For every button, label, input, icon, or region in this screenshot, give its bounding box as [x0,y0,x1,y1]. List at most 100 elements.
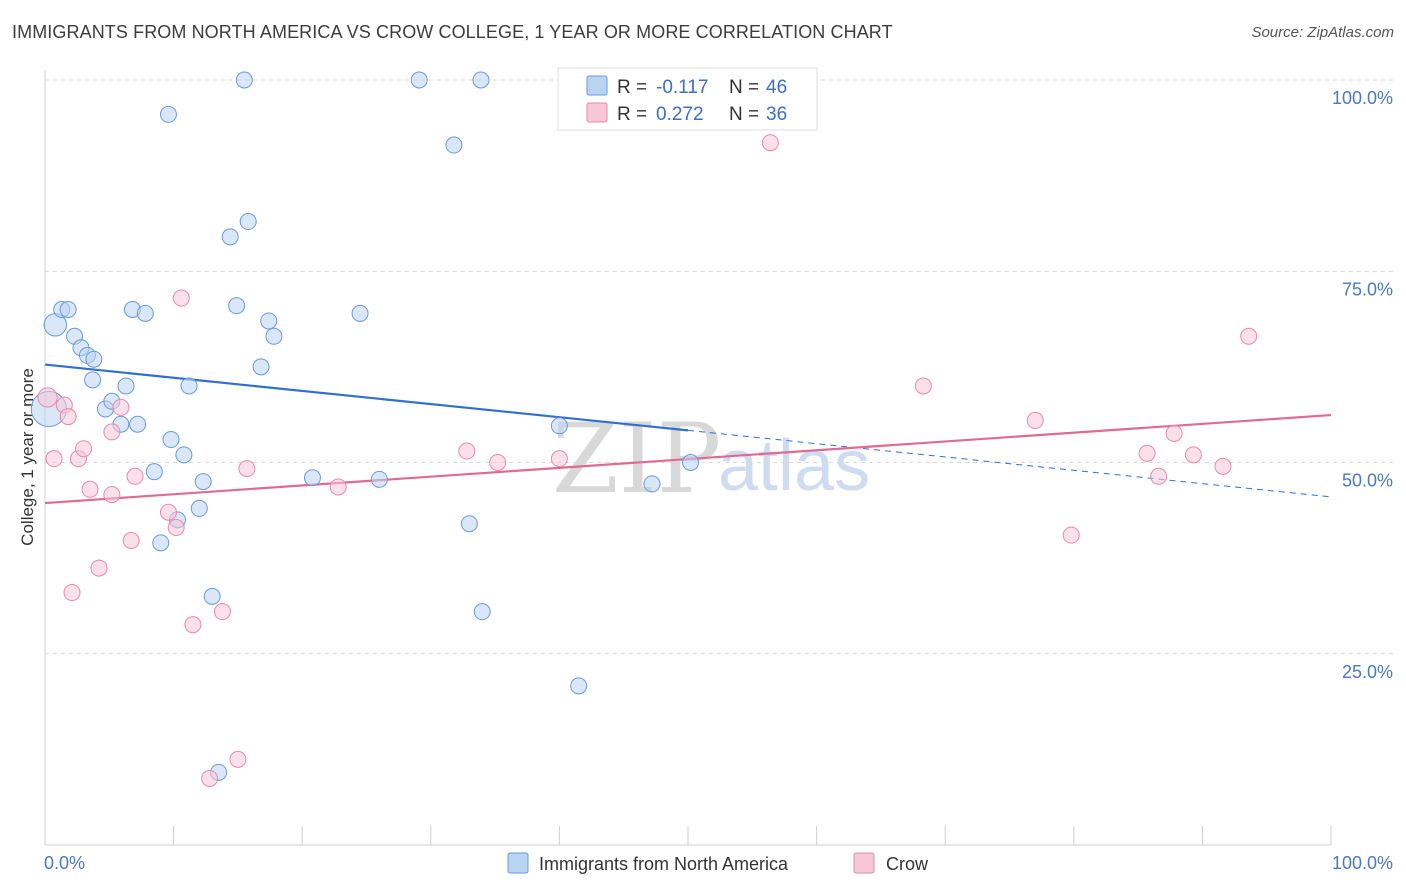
legend-swatch-blue [586,75,608,96]
point-immigrants [84,371,102,389]
y-tick-label-25: 25.0% [1342,662,1393,682]
point-crow [37,387,58,408]
point-crow [90,559,108,577]
bottom-legend-swatch-blue [507,852,529,874]
x-ticks [44,826,1332,845]
x-tick-label-max: 100.0% [1332,853,1393,873]
point-crow [184,616,202,634]
point-crow [914,377,932,395]
point-immigrants [260,312,278,330]
point-crow [1165,424,1183,442]
point-crow [213,603,231,621]
legend-swatch-pink [586,102,608,123]
point-crow [122,532,140,550]
legend-pink-r-value: 0.272 [656,104,704,125]
point-immigrants [159,105,177,123]
point-crow [1026,411,1044,429]
point-crow [159,503,177,521]
bottom-legend-label-pink: Crow [886,854,929,874]
point-crow [126,467,144,485]
point-immigrants [145,463,163,481]
point-crow [112,398,130,416]
chart-title: IMMIGRANTS FROM NORTH AMERICA VS CROW CO… [12,22,893,42]
point-crow [167,519,185,537]
legend: R = -0.117 N = 46 R = 0.272 N = 36 [557,67,818,131]
point-crow [75,440,93,458]
point-crow [458,442,476,460]
point-crow [1150,467,1168,485]
point-immigrants [550,417,568,435]
point-crow [761,134,779,152]
bottom-legend: Immigrants from North America Crow [507,852,929,874]
point-crow [45,450,63,468]
trend-line-immigrants-extension [687,429,1332,498]
point-immigrants [203,587,221,605]
y-axis-title: College, 1 year or more [18,368,37,546]
point-immigrants [570,677,588,695]
point-immigrants [643,475,661,493]
point-immigrants [473,603,491,621]
y-tick-label-50: 50.0% [1342,471,1393,491]
point-crow [1214,457,1232,475]
point-crow [103,486,121,504]
point-crow [103,423,121,441]
point-crow [81,480,99,498]
y-tick-labels: 25.0% 50.0% 75.0% 100.0% [1332,88,1393,682]
gridlines [45,79,1393,655]
legend-blue-n-label: N = [729,77,759,98]
point-immigrants [85,350,103,368]
point-immigrants [252,358,270,376]
point-crow [229,750,247,768]
legend-pink-n-label: N = [729,104,759,125]
legend-blue-r-value: -0.117 [656,77,708,98]
point-immigrants [228,297,246,315]
bottom-legend-label-blue: Immigrants from North America [539,854,789,874]
series-crow-points [37,134,1258,787]
point-crow [329,478,347,496]
point-crow [489,454,507,471]
point-immigrants [180,377,198,395]
point-crow [550,450,568,468]
legend-blue-r-label: R = [617,77,647,98]
point-immigrants [59,301,77,318]
point-crow [201,769,219,787]
point-crow [1184,446,1202,464]
point-immigrants [129,415,147,433]
legend-pink-r-label: R = [617,104,647,125]
point-immigrants [117,377,135,395]
point-crow [172,289,190,307]
point-immigrants [410,71,428,89]
point-crow [59,408,77,426]
point-crow [1062,526,1080,544]
y-tick-label-100: 100.0% [1332,88,1393,108]
point-immigrants [190,499,208,517]
watermark-atlas: atlas [718,426,870,506]
point-immigrants [682,454,700,471]
point-immigrants [370,470,388,488]
point-immigrants [472,71,490,89]
point-immigrants [152,534,170,552]
point-immigrants [445,136,463,154]
point-immigrants [162,431,180,449]
point-immigrants [460,515,478,533]
point-crow [238,460,256,478]
series-immigrants-points [30,71,700,781]
point-immigrants [235,71,253,89]
point-immigrants [239,213,257,231]
trend-line-immigrants [44,363,689,432]
point-crow [1240,327,1258,345]
point-immigrants [265,327,283,345]
point-immigrants [136,304,154,322]
point-immigrants [351,304,369,322]
y-tick-label-75: 75.0% [1342,279,1393,299]
point-immigrants [175,446,193,464]
point-crow [63,584,81,602]
bottom-legend-swatch-pink [853,852,875,874]
x-tick-label-min: 0.0% [44,853,85,873]
source-label: Source: ZipAtlas.com [1251,24,1394,41]
legend-pink-n-value: 36 [766,104,787,125]
point-crow [1138,444,1156,462]
point-immigrants [303,469,321,487]
point-immigrants [194,473,212,491]
